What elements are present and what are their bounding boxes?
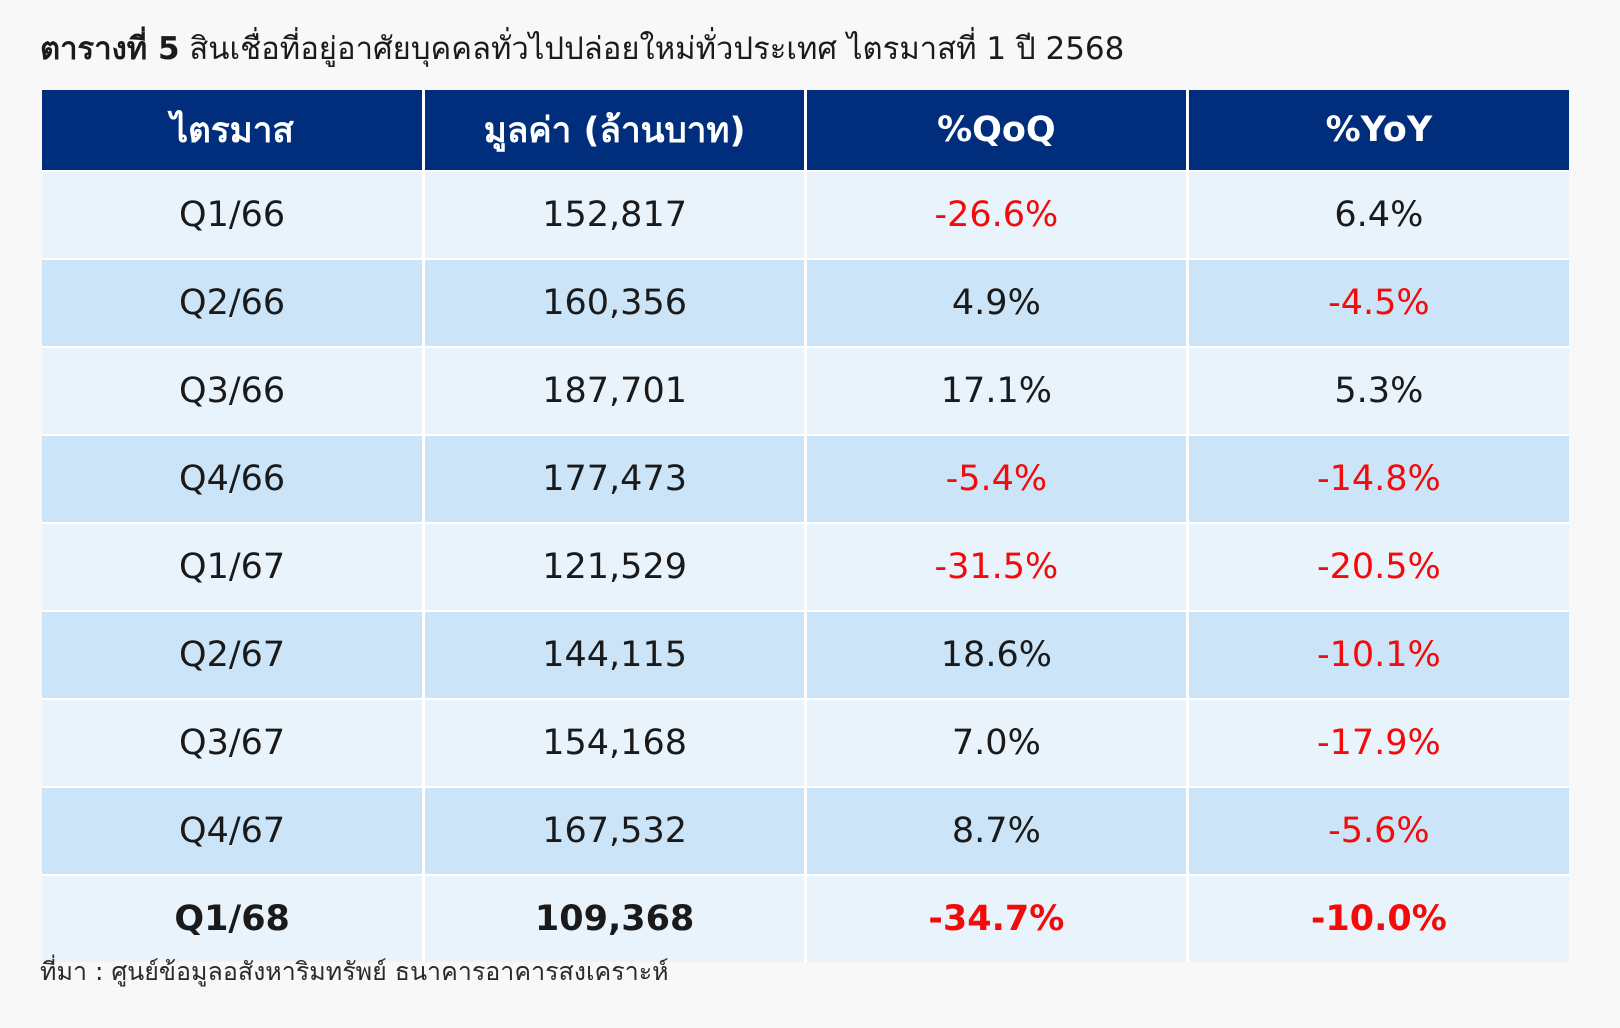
header-yoy: %YoY [1187, 90, 1569, 171]
cell-quarter: Q2/67 [42, 610, 426, 699]
header-qoq: %QoQ [805, 90, 1189, 171]
cell-value: 187,701 [423, 346, 807, 435]
cell-qoq: -31.5% [805, 522, 1189, 611]
cell-yoy: -20.5% [1187, 522, 1569, 611]
cell-qoq: 4.9% [805, 258, 1189, 347]
cell-yoy: -4.5% [1187, 258, 1569, 347]
cell-yoy: -10.1% [1187, 610, 1569, 699]
table-row: Q2/66 160,356 4.9% -4.5% [42, 258, 1569, 347]
source-note: ที่มา : ศูนย์ข้อมูลอสังหาริมทรัพย์ ธนาคา… [40, 957, 669, 986]
cell-yoy: 5.3% [1187, 346, 1569, 435]
table-body: Q1/66 152,817 -26.6% 6.4% Q2/66 160,356 … [42, 170, 1569, 962]
cell-quarter: Q1/66 [42, 170, 426, 259]
header-row: ไตรมาส มูลค่า (ล้านบาท) %QoQ %YoY [42, 90, 1569, 171]
loan-table-container: ไตรมาส มูลค่า (ล้านบาท) %QoQ %YoY Q1/66 … [42, 90, 1569, 962]
cell-quarter: Q4/67 [42, 786, 426, 875]
cell-value: 177,473 [423, 434, 807, 523]
table-row: Q1/66 152,817 -26.6% 6.4% [42, 170, 1569, 259]
table-row: Q4/67 167,532 8.7% -5.6% [42, 786, 1569, 875]
cell-quarter: Q1/68 [42, 874, 426, 962]
header-value: มูลค่า (ล้านบาท) [423, 90, 807, 171]
cell-yoy: 6.4% [1187, 170, 1569, 259]
table-title-number: ตารางที่ 5 [40, 31, 180, 67]
table-row-latest: Q1/68 109,368 -34.7% -10.0% [42, 874, 1569, 962]
cell-value: 121,529 [423, 522, 807, 611]
cell-yoy: -10.0% [1187, 874, 1569, 962]
cell-value: 167,532 [423, 786, 807, 875]
cell-yoy: -17.9% [1187, 698, 1569, 787]
cell-qoq: 18.6% [805, 610, 1189, 699]
cell-yoy: -14.8% [1187, 434, 1569, 523]
cell-qoq: -26.6% [805, 170, 1189, 259]
cell-value: 152,817 [423, 170, 807, 259]
header-quarter: ไตรมาส [42, 90, 426, 171]
table-row: Q1/67 121,529 -31.5% -20.5% [42, 522, 1569, 611]
cell-qoq: 17.1% [805, 346, 1189, 435]
loan-table: ไตรมาส มูลค่า (ล้านบาท) %QoQ %YoY Q1/66 … [42, 90, 1569, 962]
cell-qoq: 8.7% [805, 786, 1189, 875]
table-row: Q4/66 177,473 -5.4% -14.8% [42, 434, 1569, 523]
cell-quarter: Q4/66 [42, 434, 426, 523]
cell-quarter: Q2/66 [42, 258, 426, 347]
cell-qoq: 7.0% [805, 698, 1189, 787]
table-title: ตารางที่ 5 สินเชื่อที่อยู่อาศัยบุคคลทั่ว… [40, 24, 1124, 74]
cell-quarter: Q1/67 [42, 522, 426, 611]
cell-quarter: Q3/67 [42, 698, 426, 787]
table-header: ไตรมาส มูลค่า (ล้านบาท) %QoQ %YoY [42, 90, 1569, 171]
table-row: Q3/66 187,701 17.1% 5.3% [42, 346, 1569, 435]
cell-value: 160,356 [423, 258, 807, 347]
cell-yoy: -5.6% [1187, 786, 1569, 875]
table-row: Q3/67 154,168 7.0% -17.9% [42, 698, 1569, 787]
cell-value: 154,168 [423, 698, 807, 787]
table-title-text: สินเชื่อที่อยู่อาศัยบุคคลทั่วไปปล่อยใหม่… [189, 31, 1125, 67]
cell-quarter: Q3/66 [42, 346, 426, 435]
table-row: Q2/67 144,115 18.6% -10.1% [42, 610, 1569, 699]
cell-value: 144,115 [423, 610, 807, 699]
cell-qoq: -5.4% [805, 434, 1189, 523]
cell-value: 109,368 [423, 874, 807, 962]
cell-qoq: -34.7% [805, 874, 1189, 962]
